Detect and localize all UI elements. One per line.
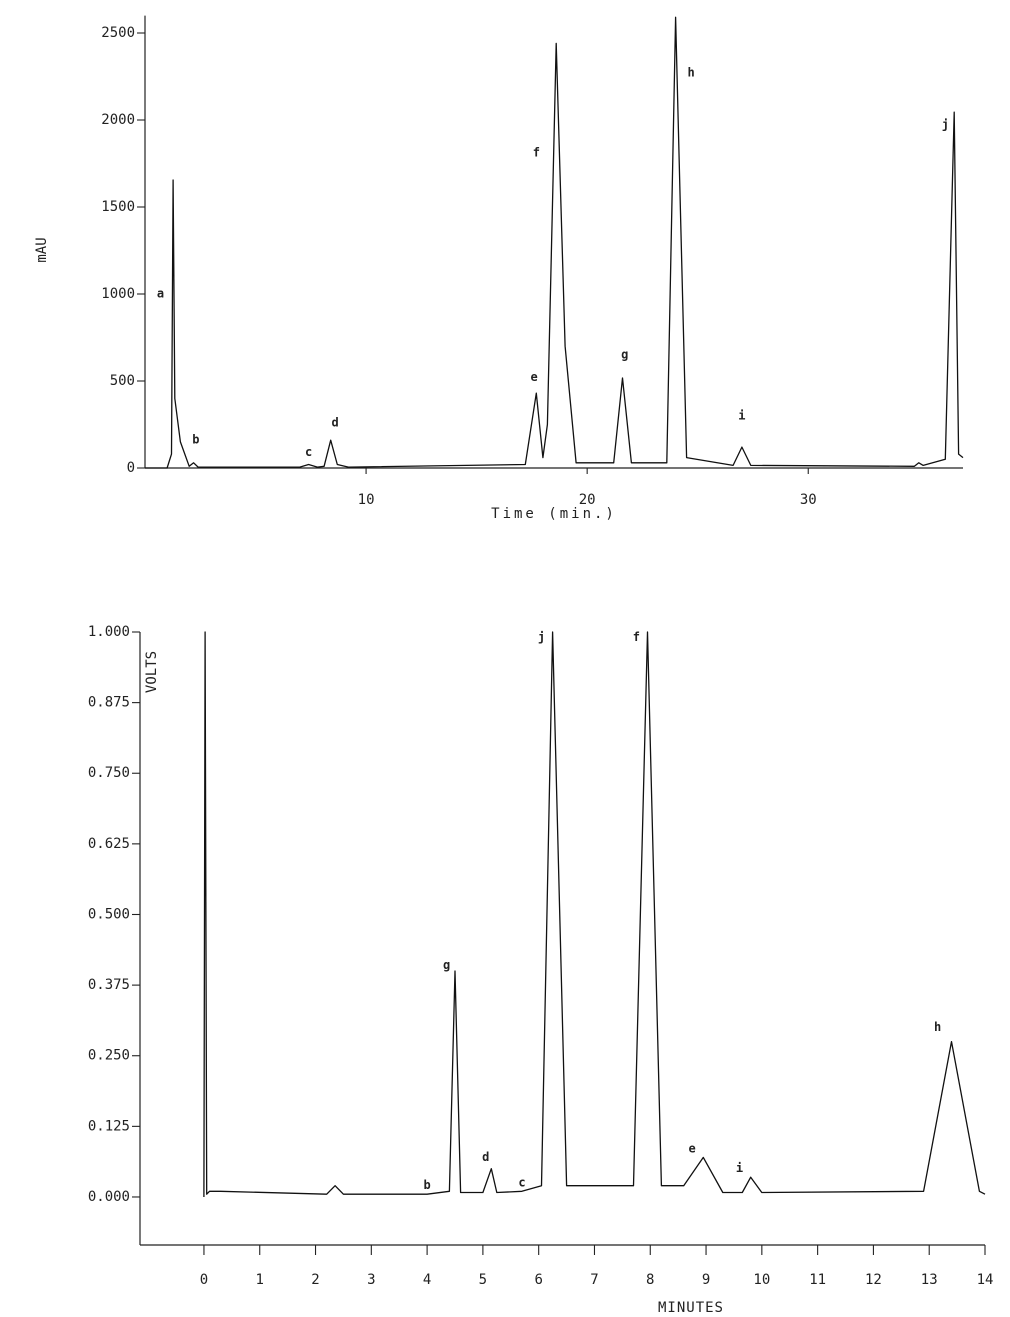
x-tick-label: 4 [423,1272,431,1288]
y-tick-label: 1.000 [88,624,130,640]
peak-label: h [687,66,694,80]
x-tick-label: 7 [590,1272,598,1288]
x-tick-label: 8 [646,1272,654,1288]
y-tick-label: 0.000 [88,1189,130,1205]
x-tick-label: 9 [702,1272,710,1288]
x-tick-label: 12 [865,1272,882,1288]
x-tick-label: 30 [800,492,817,508]
peak-label: d [482,1150,489,1164]
peak-label: f [533,146,540,160]
x-tick-label: 6 [534,1272,542,1288]
peak-label: g [621,347,628,361]
peak-label: c [305,445,312,459]
y-axis-label: mAU [34,237,50,262]
y-tick-label: 0 [127,460,135,476]
peak-label: i [736,1161,743,1175]
x-tick-label: 13 [921,1272,938,1288]
peak-label: i [738,408,745,422]
y-tick-label: 0.750 [88,765,130,781]
y-tick-label: 0.250 [88,1048,130,1064]
y-tick-label: 2000 [101,112,135,128]
y-tick-label: 2500 [101,25,135,41]
y-axis-label: VOLTS [144,651,160,693]
peak-label: b [192,433,199,447]
peak-label: e [688,1141,695,1155]
x-tick-label: 10 [753,1272,770,1288]
peak-label: j [942,118,949,132]
peak-label: c [518,1175,525,1189]
peak-label: f [633,630,640,644]
chromatogram-trace [203,631,986,1198]
x-tick-label: 11 [809,1272,826,1288]
y-tick-label: 0.375 [88,977,130,993]
x-tick-label: 3 [367,1272,375,1288]
x-axis-label: Time (min.) [491,506,617,522]
x-tick-label: 2 [311,1272,319,1288]
y-tick-label: 0.875 [88,695,130,711]
x-tick-label: 14 [977,1272,994,1288]
peak-label: b [423,1178,430,1192]
peak-label: h [934,1020,941,1034]
x-axis-label: MINUTES [658,1300,724,1316]
y-tick-label: 0.125 [88,1118,130,1134]
y-tick-label: 1500 [101,199,135,215]
y-tick-label: 500 [110,373,135,389]
y-tick-label: 0.500 [88,906,130,922]
peak-label: d [332,415,339,429]
chromatogram-trace [145,16,964,469]
x-tick-label: 1 [256,1272,264,1288]
y-tick-label: 1000 [101,286,135,302]
peak-label: j [538,630,545,644]
y-tick-label: 0.625 [88,836,130,852]
x-tick-label: 5 [479,1272,487,1288]
peak-label: g [443,958,450,972]
x-tick-label: 10 [358,492,375,508]
x-tick-label: 0 [200,1272,208,1288]
peak-label: e [530,370,537,384]
x-tick-label: 20 [579,492,596,508]
peak-label: a [157,287,164,301]
